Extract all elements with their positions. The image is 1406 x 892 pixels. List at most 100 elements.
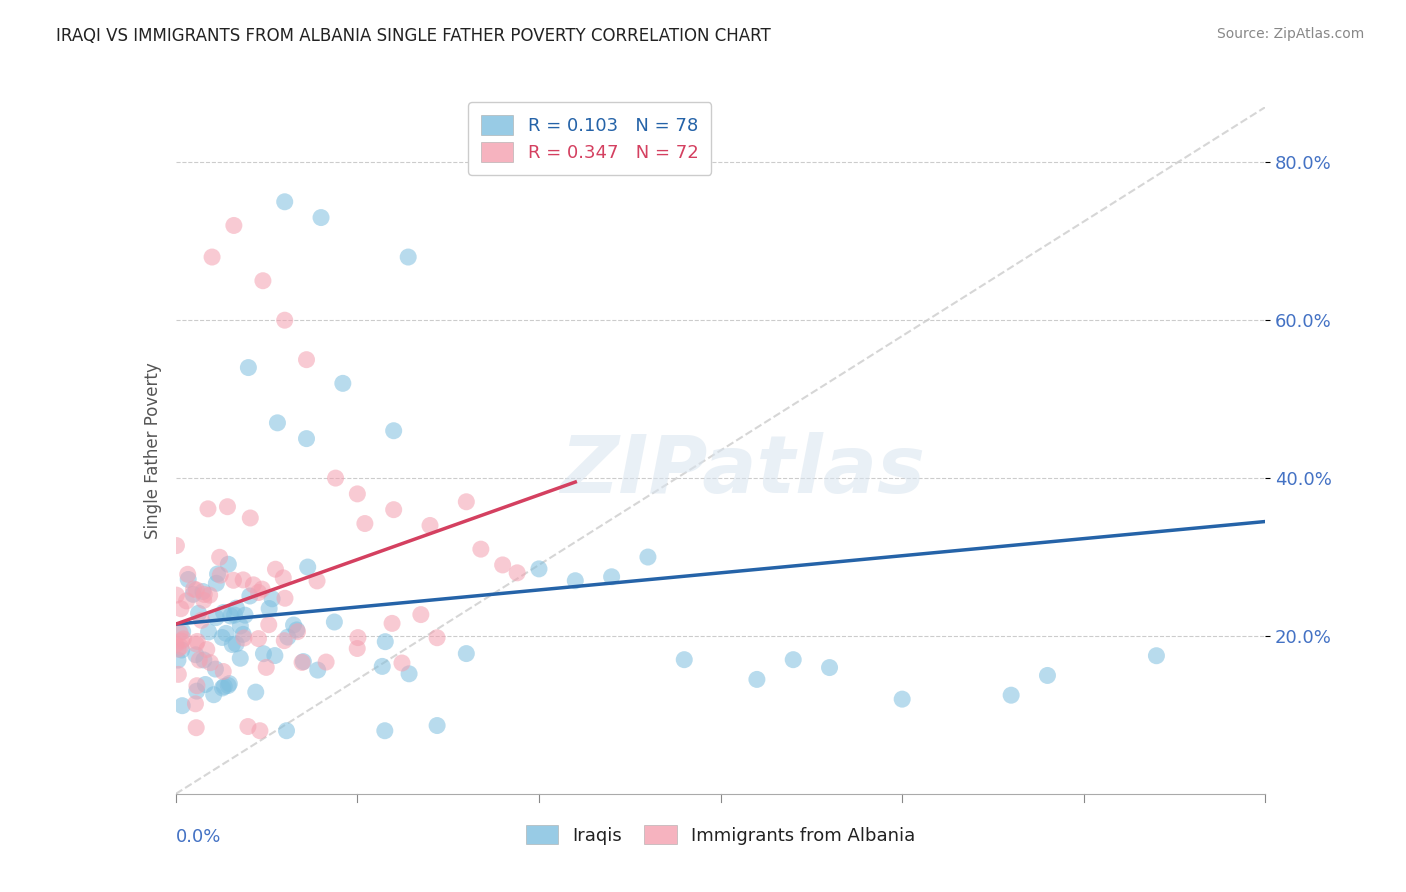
Point bbox=[209, 568, 232, 582]
Point bbox=[891, 692, 914, 706]
Point bbox=[238, 360, 260, 375]
Point bbox=[381, 616, 404, 631]
Point bbox=[224, 608, 246, 623]
Point bbox=[219, 609, 242, 624]
Point bbox=[264, 562, 287, 576]
Point bbox=[184, 648, 207, 662]
Point bbox=[600, 570, 623, 584]
Point bbox=[274, 591, 297, 606]
Point bbox=[257, 617, 280, 632]
Point bbox=[292, 655, 315, 669]
Point bbox=[325, 471, 347, 485]
Point bbox=[257, 601, 280, 615]
Point bbox=[177, 573, 200, 587]
Point bbox=[347, 631, 370, 645]
Point bbox=[273, 633, 295, 648]
Point bbox=[456, 495, 478, 509]
Point bbox=[374, 634, 396, 648]
Point bbox=[409, 607, 432, 622]
Point bbox=[217, 679, 239, 693]
Point bbox=[186, 684, 208, 698]
Point bbox=[291, 656, 314, 670]
Point bbox=[354, 516, 377, 531]
Point bbox=[263, 648, 285, 663]
Point bbox=[506, 566, 529, 580]
Point bbox=[191, 584, 214, 599]
Legend: Iraqis, Immigrants from Albania: Iraqis, Immigrants from Albania bbox=[517, 815, 924, 854]
Point bbox=[1146, 648, 1168, 663]
Point bbox=[211, 681, 233, 695]
Point bbox=[233, 631, 256, 645]
Point bbox=[456, 647, 478, 661]
Point bbox=[287, 624, 309, 639]
Point bbox=[233, 608, 256, 623]
Point bbox=[197, 501, 219, 516]
Point bbox=[274, 194, 297, 209]
Point bbox=[250, 582, 273, 596]
Point bbox=[212, 665, 235, 679]
Point bbox=[184, 637, 207, 651]
Point bbox=[1036, 668, 1059, 682]
Point bbox=[236, 719, 259, 733]
Point bbox=[177, 567, 200, 582]
Point bbox=[193, 593, 215, 607]
Point bbox=[307, 574, 329, 588]
Point bbox=[295, 352, 318, 367]
Point bbox=[266, 416, 288, 430]
Point bbox=[346, 641, 368, 656]
Point bbox=[205, 576, 228, 591]
Point bbox=[374, 723, 396, 738]
Y-axis label: Single Father Poverty: Single Father Poverty bbox=[143, 362, 162, 539]
Point bbox=[271, 571, 294, 585]
Point bbox=[382, 424, 405, 438]
Point bbox=[283, 618, 305, 632]
Point bbox=[208, 550, 231, 565]
Point bbox=[225, 637, 247, 651]
Text: Source: ZipAtlas.com: Source: ZipAtlas.com bbox=[1216, 27, 1364, 41]
Point bbox=[239, 589, 262, 603]
Point bbox=[184, 697, 207, 711]
Point bbox=[229, 619, 252, 633]
Point bbox=[194, 677, 217, 691]
Point bbox=[188, 653, 211, 667]
Point bbox=[323, 615, 346, 629]
Point bbox=[176, 594, 198, 608]
Point bbox=[183, 582, 205, 596]
Point bbox=[193, 653, 215, 667]
Point bbox=[315, 655, 337, 669]
Point bbox=[169, 626, 191, 640]
Point bbox=[295, 432, 318, 446]
Point bbox=[242, 578, 264, 592]
Point bbox=[212, 680, 235, 694]
Point bbox=[419, 518, 441, 533]
Point bbox=[252, 647, 274, 661]
Point bbox=[201, 250, 224, 264]
Point bbox=[398, 666, 420, 681]
Point bbox=[221, 638, 243, 652]
Point bbox=[276, 723, 298, 738]
Point bbox=[198, 588, 221, 602]
Point bbox=[527, 562, 550, 576]
Point bbox=[169, 640, 191, 654]
Point bbox=[247, 585, 270, 599]
Point bbox=[222, 219, 245, 233]
Point bbox=[207, 566, 229, 581]
Point bbox=[172, 698, 194, 713]
Point bbox=[193, 587, 215, 601]
Point bbox=[818, 660, 841, 674]
Point bbox=[190, 613, 212, 627]
Point bbox=[277, 630, 299, 644]
Point bbox=[204, 662, 226, 676]
Point bbox=[745, 673, 768, 687]
Point bbox=[564, 574, 586, 588]
Point bbox=[170, 634, 193, 648]
Point bbox=[391, 656, 413, 670]
Point bbox=[186, 582, 208, 597]
Point bbox=[232, 627, 254, 641]
Point bbox=[217, 500, 239, 514]
Point bbox=[673, 653, 696, 667]
Point bbox=[170, 643, 193, 657]
Point bbox=[187, 606, 209, 620]
Text: ZIPatlas: ZIPatlas bbox=[560, 432, 925, 510]
Point bbox=[382, 502, 405, 516]
